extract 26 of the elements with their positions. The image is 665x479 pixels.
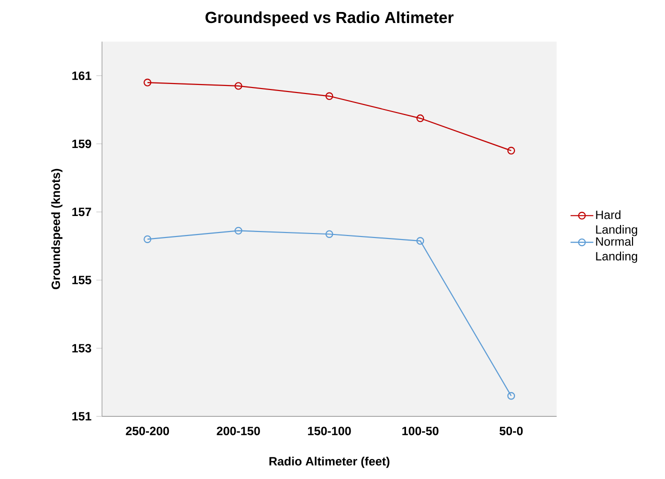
y-tick-label: 151 bbox=[72, 412, 92, 421]
legend-label: Hard Landing bbox=[596, 210, 638, 236]
y-tick-label: 157 bbox=[72, 208, 92, 216]
chart-title: Groundspeed vs Radio Altimeter bbox=[206, 11, 454, 26]
y-tick-label: 153 bbox=[72, 344, 92, 352]
point bbox=[325, 92, 334, 100]
y-tick-label: 161 bbox=[72, 71, 92, 80]
point bbox=[416, 237, 424, 245]
x-axis-title: Radio Altimeter (feet) bbox=[269, 456, 390, 468]
point bbox=[416, 114, 424, 122]
y-tick-label: 155 bbox=[72, 276, 92, 284]
x-tick-label: 250-200 bbox=[126, 426, 169, 436]
x-tick-label: 150-100 bbox=[308, 426, 351, 436]
x-tick-label: 200-150 bbox=[216, 426, 260, 436]
point bbox=[325, 230, 334, 238]
point bbox=[144, 78, 152, 86]
point bbox=[144, 235, 152, 244]
x-tick-label: 50-0 bbox=[500, 426, 523, 436]
point bbox=[234, 226, 242, 235]
y-tick-label: 159 bbox=[72, 140, 92, 148]
point bbox=[507, 392, 516, 400]
y-axis-title: Groundspeed (knots) bbox=[51, 168, 62, 290]
x-tick-label: 100-50 bbox=[402, 426, 438, 436]
legend-label: Normal Landing bbox=[596, 236, 638, 263]
point bbox=[234, 82, 242, 90]
point bbox=[507, 146, 516, 155]
